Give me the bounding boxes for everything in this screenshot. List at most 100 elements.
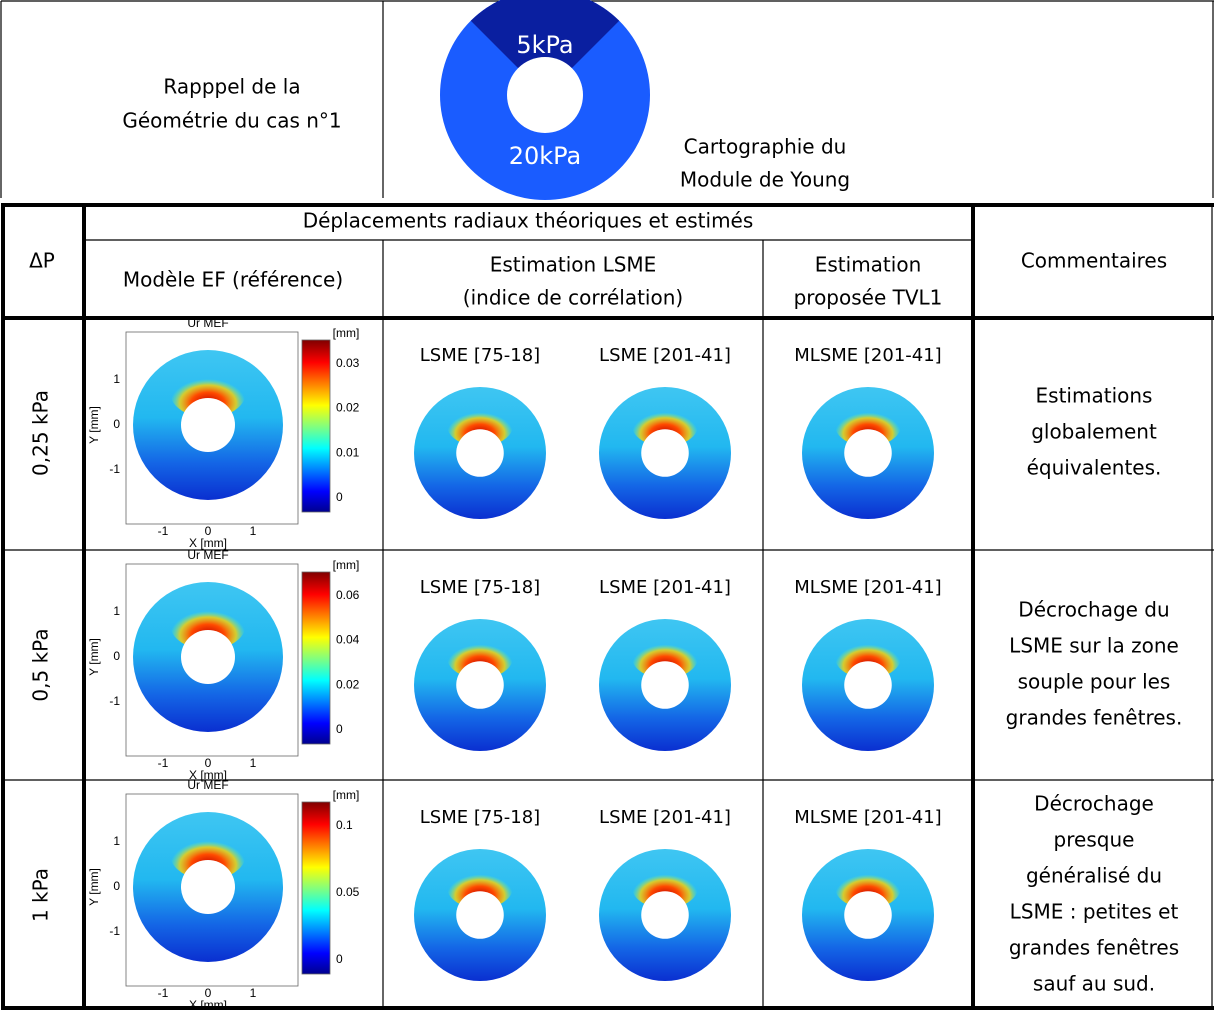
colorbar-tick-label: 0.04: [336, 633, 360, 647]
header-cell: Estimation LSME: [490, 253, 657, 277]
x-tick-label: -1: [158, 756, 169, 770]
displacement-peak: [632, 866, 698, 909]
colorbar: [301, 571, 331, 745]
colorbar-unit: [mm]: [333, 558, 360, 572]
ring-hole: [456, 661, 504, 709]
y-tick-label: 1: [113, 372, 120, 386]
displacement-peak: [170, 601, 246, 650]
y-tick-label: 0: [113, 649, 120, 663]
plot-title: Ur MEF: [187, 548, 228, 562]
x-tick-label: 1: [250, 986, 257, 1000]
estimate-label: LSME [75-18]: [420, 807, 540, 828]
comment: équivalentes.: [1027, 456, 1162, 480]
y-tick-label: 1: [113, 604, 120, 618]
y-tick-label: -1: [109, 694, 120, 708]
x-axis-label: X [mm]: [189, 998, 227, 1010]
estimate-label: MLSME [201-41]: [794, 345, 941, 366]
header-cell: proposée TVL1: [794, 286, 943, 310]
y-tick-label: -1: [109, 924, 120, 938]
comment: Décrochage du: [1018, 598, 1169, 622]
plot-frame: [125, 793, 299, 987]
displacement-peak: [835, 404, 901, 447]
ring-hole: [641, 891, 689, 939]
ring-hole: [456, 891, 504, 939]
comment: sauf au sud.: [1033, 972, 1155, 996]
displacement-peak: [632, 636, 698, 679]
y-tick-label: 1: [113, 834, 120, 848]
soft-sector: [470, 0, 620, 95]
estimate-label: LSME [75-18]: [420, 577, 540, 598]
ring-hole: [181, 860, 235, 914]
ring-hole: [181, 398, 235, 452]
comment: Estimations: [1036, 384, 1153, 408]
x-tick-label: 0: [205, 756, 212, 770]
colorbar-tick-label: 0.05: [336, 885, 360, 899]
ring-hole: [844, 891, 892, 939]
displacement-peak: [447, 866, 513, 909]
header-text: Rapppel de la: [163, 75, 300, 99]
header-cell: ΔP: [29, 249, 55, 273]
displacement-peak: [632, 404, 698, 447]
y-tick-label: 0: [113, 879, 120, 893]
colorbar-tick-label: 0.1: [336, 818, 353, 832]
header-cell: Estimation: [815, 253, 922, 277]
x-axis-label: X [mm]: [189, 768, 227, 782]
y-tick-label: 0: [113, 417, 120, 431]
comment: grandes fenêtres: [1009, 936, 1179, 960]
colorbar-tick-label: 0.02: [336, 677, 360, 691]
estimate-label: LSME [201-41]: [599, 577, 731, 598]
ring-hole: [844, 661, 892, 709]
estimate-label: LSME [75-18]: [420, 345, 540, 366]
colorbar-tick-label: 0: [336, 722, 343, 736]
displacement-peak: [447, 636, 513, 679]
estimate-label: LSME [201-41]: [599, 807, 731, 828]
x-axis-label: X [mm]: [189, 536, 227, 550]
ring-hole: [456, 429, 504, 477]
colorbar: [301, 339, 331, 513]
displacement-peak: [835, 866, 901, 909]
header-cell: Déplacements radiaux théoriques et estim…: [303, 209, 754, 233]
colorbar-tick-label: 0: [336, 952, 343, 966]
colorbar-unit: [mm]: [333, 788, 360, 802]
header-cell: Modèle EF (référence): [123, 268, 343, 292]
delta-p: 1 kPa: [29, 868, 53, 922]
x-tick-label: -1: [158, 986, 169, 1000]
comment: globalement: [1031, 420, 1157, 444]
comment: grandes fenêtres.: [1006, 706, 1183, 730]
plot-frame: [125, 331, 299, 525]
estimate-label: MLSME [201-41]: [794, 577, 941, 598]
comment: généralisé du: [1026, 864, 1162, 888]
comment: LSME sur la zone: [1009, 634, 1179, 658]
comment: Décrochage: [1034, 792, 1154, 816]
colorbar-tick-label: 0: [336, 490, 343, 504]
colorbar-tick-label: 0.03: [336, 356, 360, 370]
plot-title: Ur MEF: [187, 778, 228, 792]
y-axis-label: Y [mm]: [87, 638, 101, 676]
comment: souple pour les: [1018, 670, 1171, 694]
delta-p: 0,5 kPa: [29, 628, 53, 701]
header-cell: (indice de corrélation): [463, 286, 683, 310]
y-tick-label: -1: [109, 462, 120, 476]
ring-hole: [181, 630, 235, 684]
y-axis-label: Y [mm]: [87, 868, 101, 906]
header-text: Géométrie du cas n°1: [122, 109, 341, 133]
colorbar-tick-label: 0.01: [336, 445, 360, 459]
colorbar: [301, 801, 331, 975]
x-tick-label: 0: [205, 524, 212, 538]
ring-hole: [641, 661, 689, 709]
displacement-peak: [835, 636, 901, 679]
sector-label: 20kPa: [509, 142, 582, 170]
caption: Module de Young: [680, 168, 850, 192]
plot-frame: [125, 563, 299, 757]
comment: LSME : petites et: [1010, 900, 1179, 924]
delta-p: 0,25 kPa: [29, 390, 53, 476]
plot-title: Ur MEF: [187, 316, 228, 330]
colorbar-unit: [mm]: [333, 326, 360, 340]
sector-label: 5kPa: [516, 31, 573, 59]
header-cell: Commentaires: [1021, 249, 1167, 273]
displacement-peak: [447, 404, 513, 447]
colorbar-tick-label: 0.06: [336, 588, 360, 602]
estimate-label: MLSME [201-41]: [794, 807, 941, 828]
comment: presque: [1054, 828, 1135, 852]
